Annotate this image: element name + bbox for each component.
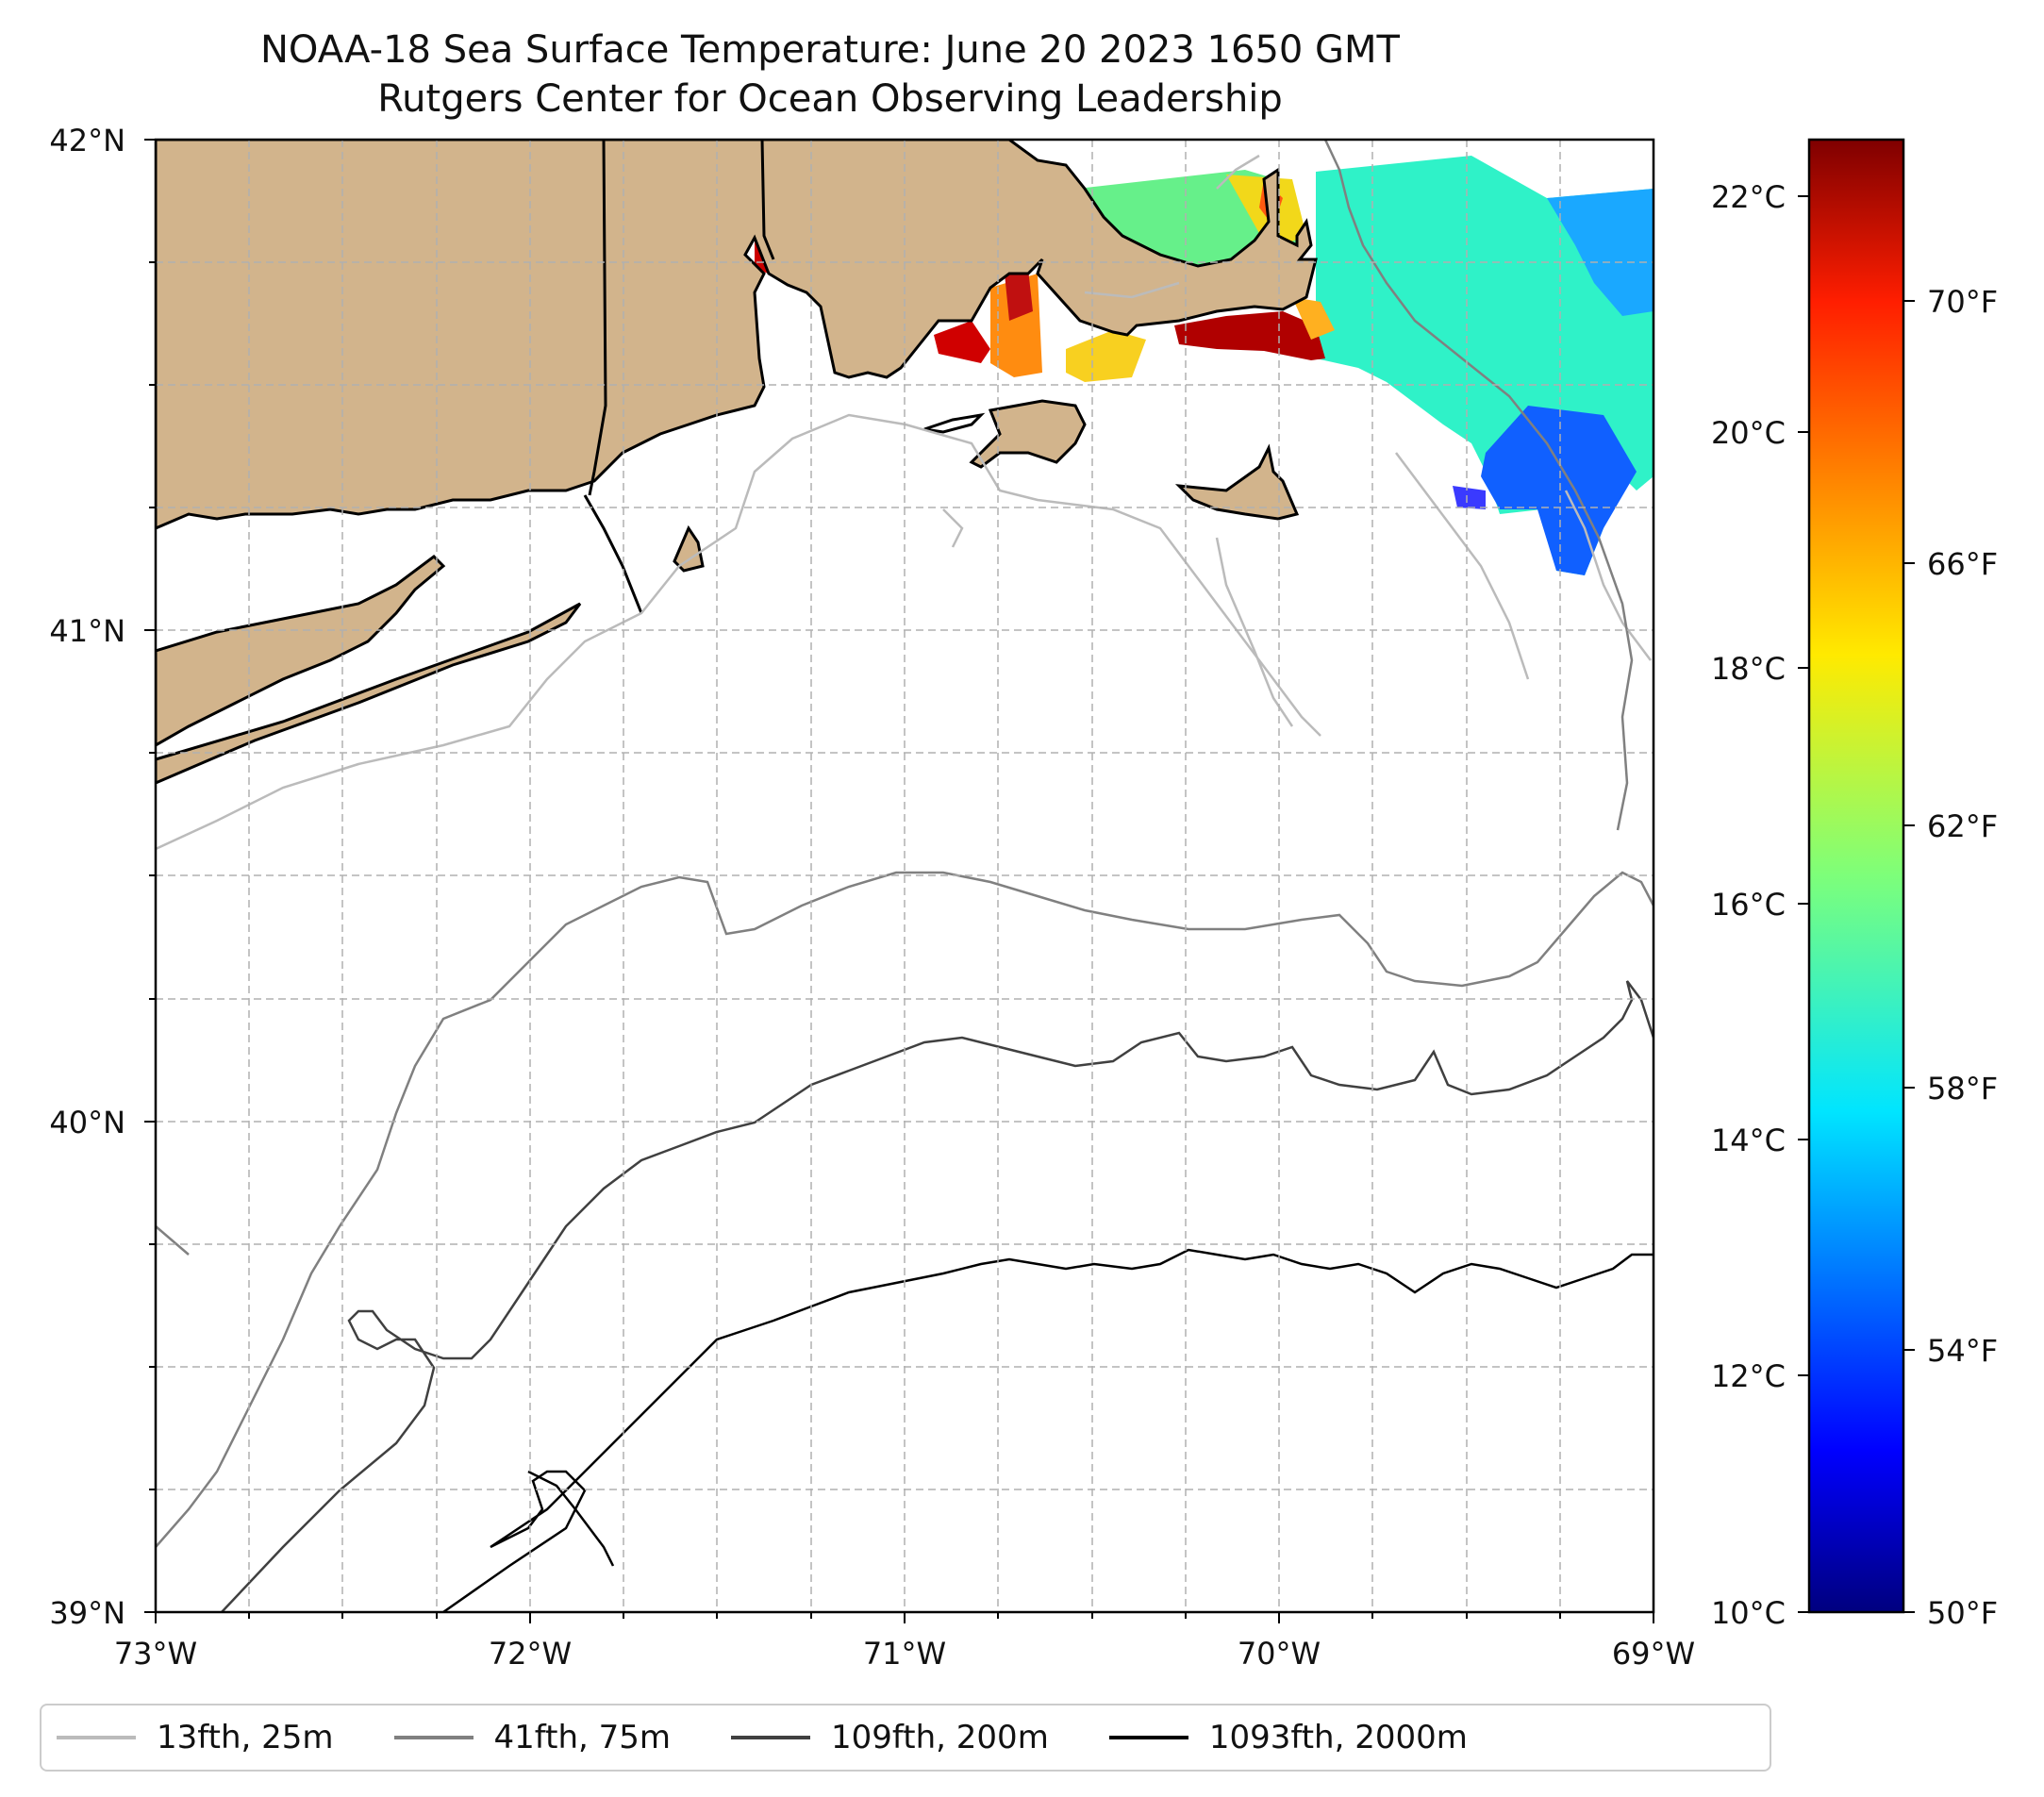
- lon-label-72: 72°W: [489, 1636, 572, 1672]
- legend-item-25m: 13fth, 25m: [57, 1719, 334, 1756]
- celsius-label-10: 10°C: [1711, 1595, 1786, 1631]
- map-area: [156, 140, 1653, 1612]
- land: [156, 140, 1318, 785]
- legend-item-2000m: 1093fth, 2000m: [1108, 1719, 1468, 1756]
- lon-label-69: 69°W: [1612, 1636, 1695, 1672]
- lat-label-40: 40°N: [49, 1105, 125, 1140]
- legend-label-200m: 109fth, 200m: [831, 1719, 1049, 1756]
- legend: 13fth, 25m 41fth, 75m 109fth, 200m 1093f…: [40, 1704, 1771, 1772]
- legend-item-75m: 41fth, 75m: [393, 1719, 672, 1756]
- lat-label-41: 41°N: [49, 613, 125, 649]
- contour-2000m: [442, 1248, 1653, 1612]
- legend-swatch-25m: [57, 1736, 136, 1739]
- lon-label-70: 70°W: [1238, 1636, 1321, 1672]
- fahrenheit-label-66: 66°F: [1927, 546, 1998, 582]
- celsius-label-12: 12°C: [1711, 1358, 1786, 1394]
- legend-label-2000m: 1093fth, 2000m: [1208, 1719, 1468, 1756]
- legend-label-25m: 13fth, 25m: [157, 1719, 334, 1756]
- legend-swatch-2000m: [1108, 1736, 1188, 1739]
- legend-label-75m: 41fth, 75m: [493, 1719, 672, 1756]
- contour-75m: [156, 140, 1653, 1548]
- celsius-label-16: 16°C: [1711, 887, 1786, 923]
- lat-label-42: 42°N: [49, 123, 125, 158]
- fahrenheit-label-54: 54°F: [1927, 1333, 1998, 1369]
- gridlines: [156, 140, 1653, 1612]
- celsius-label-18: 18°C: [1711, 651, 1786, 687]
- legend-swatch-200m: [731, 1736, 811, 1739]
- state-borders: [583, 140, 775, 614]
- fahrenheit-ticks: [1903, 300, 1915, 1613]
- legend-item-200m: 109fth, 200m: [731, 1719, 1049, 1756]
- tick-marks: [144, 139, 1654, 1623]
- lon-label-71: 71°W: [863, 1636, 946, 1672]
- celsius-label-14: 14°C: [1711, 1123, 1786, 1158]
- colorbar-gradient: [1807, 138, 1905, 1614]
- celsius-ticks: [1798, 195, 1809, 1613]
- lat-label-39: 39°N: [49, 1595, 125, 1631]
- fahrenheit-label-50: 50°F: [1927, 1595, 1998, 1631]
- map-title: NOAA-18 Sea Surface Temperature: June 20…: [259, 28, 1400, 72]
- celsius-label-22: 22°C: [1711, 179, 1786, 215]
- fahrenheit-label-58: 58°F: [1927, 1071, 1998, 1106]
- fahrenheit-label-70: 70°F: [1927, 284, 1998, 320]
- fahrenheit-label-62: 62°F: [1927, 808, 1998, 844]
- map-subtitle: Rutgers Center for Ocean Observing Leade…: [377, 77, 1283, 121]
- colorbar: 22°C 20°C 18°C 16°C 14°C 12°C 10°C 70°F …: [1711, 138, 1998, 1631]
- legend-swatch-75m: [393, 1736, 474, 1739]
- celsius-label-20: 20°C: [1711, 415, 1786, 451]
- contour-200m: [221, 980, 1653, 1612]
- lon-label-73: 73°W: [114, 1636, 197, 1672]
